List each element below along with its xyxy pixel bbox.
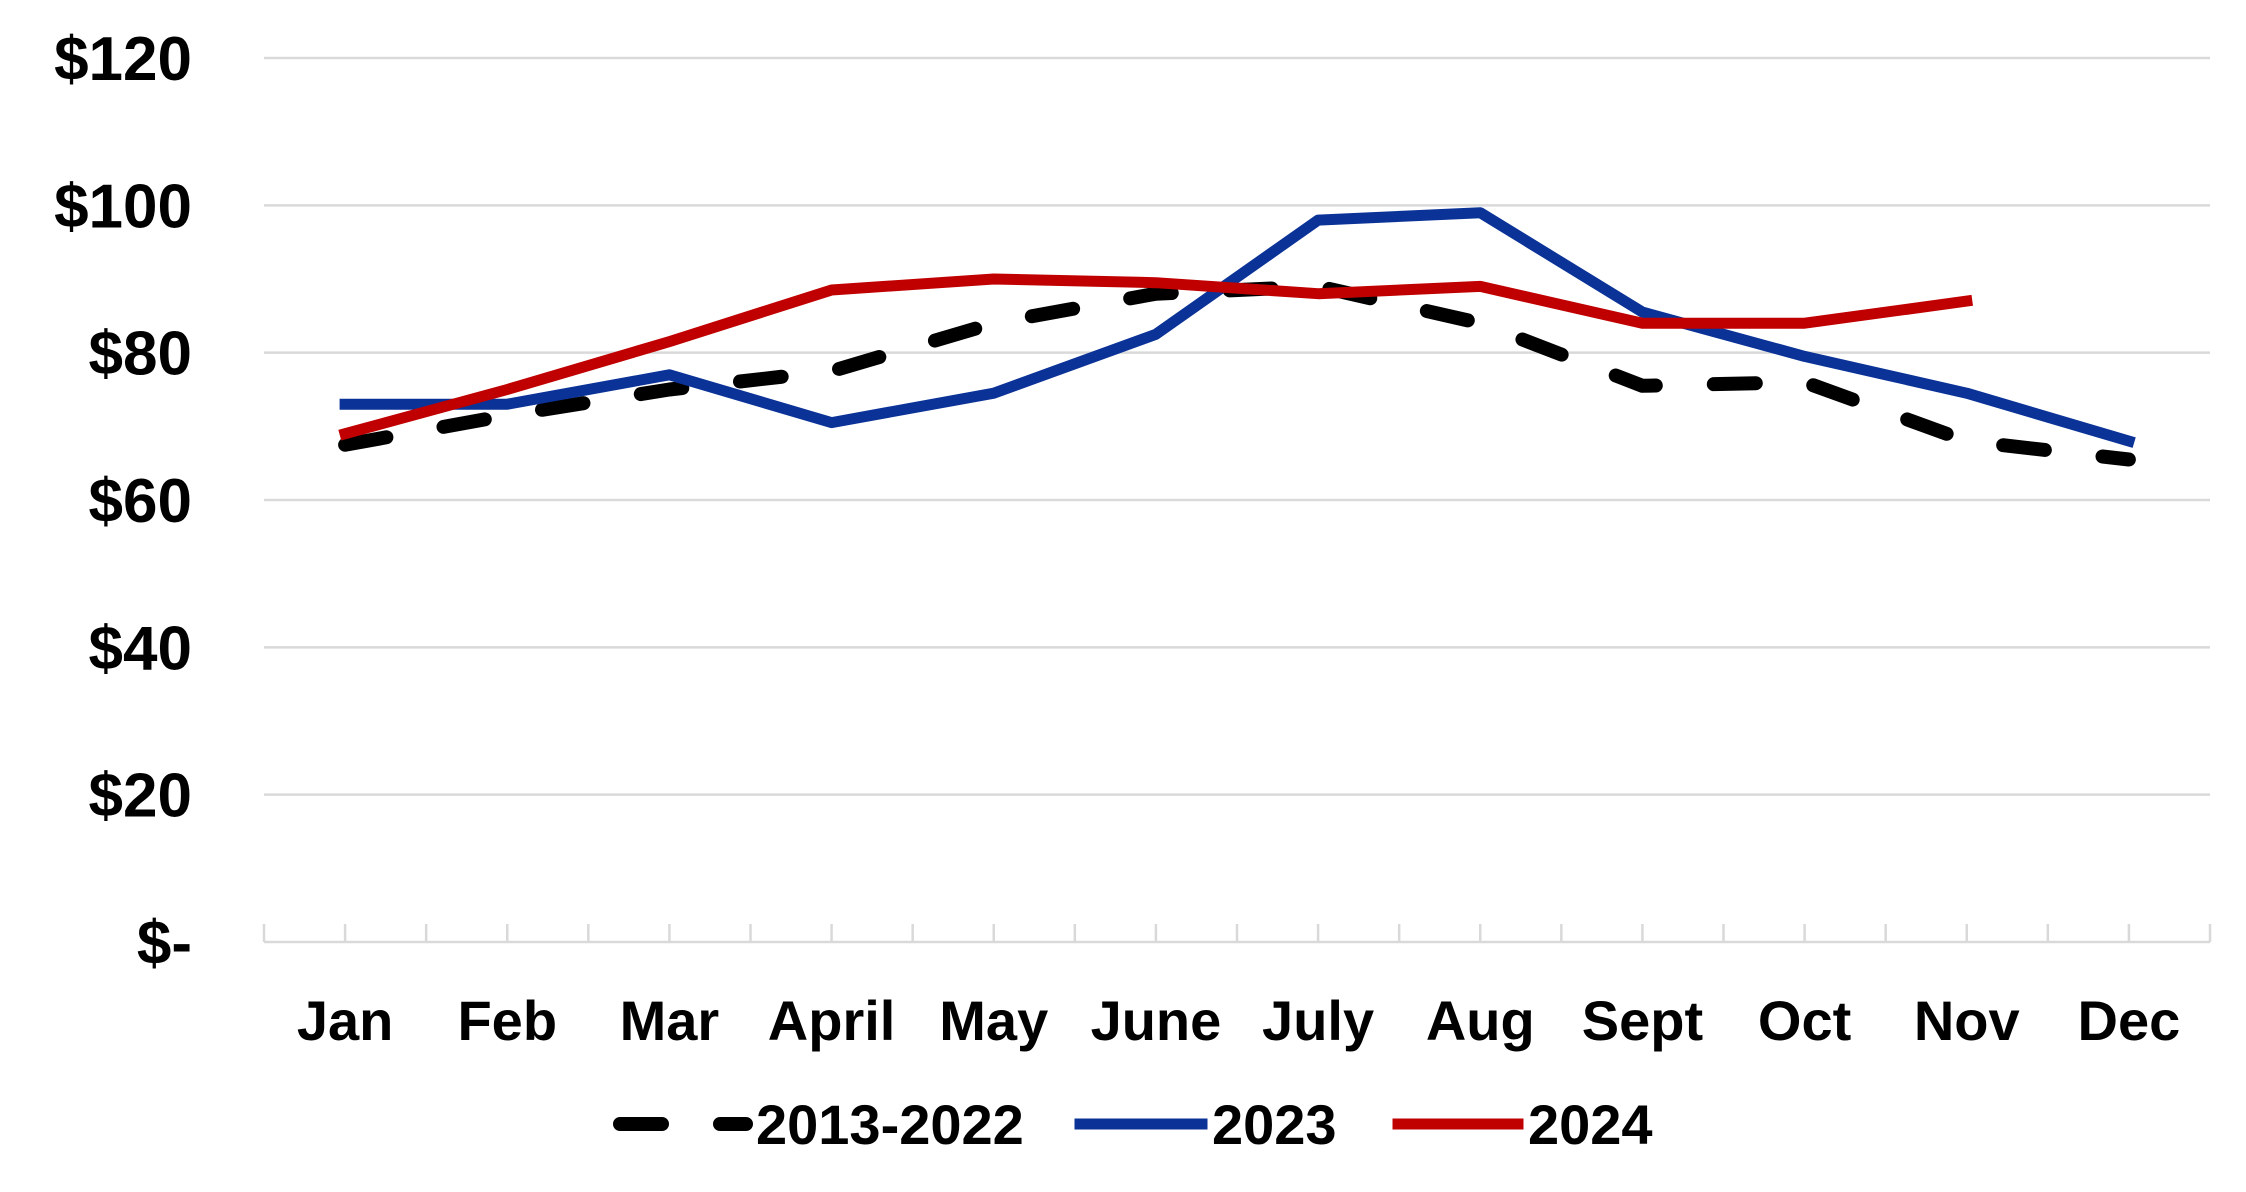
- series-line-2024: [338, 273, 1973, 441]
- y-tick-label: $60: [89, 467, 192, 536]
- y-tick-label: $20: [89, 762, 192, 831]
- y-tick-label: $100: [54, 172, 192, 241]
- y-tick-label: $80: [89, 320, 192, 389]
- x-tick-label: July: [1262, 989, 1374, 1052]
- x-tick-label: Dec: [2078, 989, 2181, 1052]
- y-tick-label: $40: [89, 614, 192, 683]
- y-axis-labels: $- $20 $40 $60 $80 $100 $120: [54, 25, 192, 978]
- legend-label-2024: 2024: [1528, 1093, 1653, 1156]
- y-tick-label: $120: [54, 25, 192, 94]
- gridlines: [264, 56, 2210, 796]
- legend: 2013-2022 2023 2024: [613, 1093, 1653, 1156]
- x-axis: [262, 924, 2212, 944]
- x-tick-label: Nov: [1914, 989, 2020, 1052]
- x-tick-label: Feb: [457, 989, 557, 1052]
- x-tick-label: April: [768, 989, 896, 1052]
- series-line-2023: [339, 207, 2136, 448]
- y-tick-label: $-: [137, 909, 192, 978]
- x-tick-label: June: [1091, 989, 1222, 1052]
- x-tick-label: May: [939, 989, 1048, 1052]
- legend-label-2023: 2023: [1212, 1093, 1337, 1156]
- x-axis-labels: Jan Feb Mar April May June July Aug Sept Oct Nov De…: [297, 989, 2180, 1052]
- legend-label-2013-2022: 2013-2022: [756, 1093, 1024, 1156]
- series-lines: [338, 207, 2136, 467]
- x-tick-label: Sept: [1582, 989, 1703, 1052]
- x-tick-label: Mar: [620, 989, 720, 1052]
- x-tick-label: Jan: [297, 989, 394, 1052]
- x-tick-label: Oct: [1758, 989, 1851, 1052]
- x-tick-label: Aug: [1426, 989, 1535, 1052]
